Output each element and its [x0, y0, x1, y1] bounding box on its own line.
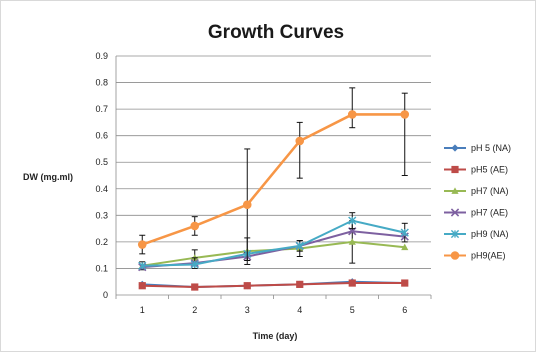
y-tick-label: 0 [103, 290, 108, 300]
point-diamond [451, 144, 459, 152]
y-tick-label: 0.7 [95, 104, 108, 114]
x-tick-label: 1 [140, 305, 145, 315]
y-tick-label: 0.1 [95, 263, 108, 273]
legend-item: pH 5 (NA) [444, 143, 511, 153]
legend-label: pH7 (AE) [471, 208, 508, 218]
legend-label: pH9(AE) [471, 251, 506, 261]
point-star [400, 228, 409, 237]
axis-layer: 0 0.1 0.2 0.3 0.4 0.5 0.6 0.7 0.8 0.9 1 2 3 4 5 6 [95, 51, 432, 315]
legend-item: pH7 (NA) [444, 186, 509, 196]
series-1 [138, 279, 409, 291]
point-x-stroke [450, 208, 460, 217]
series-line [141, 113, 405, 246]
point-x [450, 208, 460, 217]
point-square [348, 279, 356, 287]
legend-item: pH9(AE) [444, 251, 506, 261]
point-square [296, 280, 304, 288]
point-triangle [401, 243, 409, 251]
x-tick-label: 3 [245, 305, 250, 315]
series-2 [138, 220, 409, 271]
point-square [451, 165, 459, 174]
chart-title: Growth Curves [208, 22, 344, 43]
point-square [401, 279, 409, 287]
point-square [243, 282, 251, 290]
point-square [191, 283, 199, 291]
point-circle [295, 136, 305, 146]
point-circle [242, 200, 252, 210]
x-tick-label: 5 [350, 305, 355, 315]
legend-label: pH5 (AE) [471, 165, 508, 175]
series-line [142, 219, 405, 267]
y-tick-label: 0.4 [95, 184, 108, 194]
point-circle [190, 221, 200, 231]
x-tick-label: 6 [402, 305, 407, 315]
y-axis-label: DW (mg.ml) [23, 172, 73, 182]
series-5 [137, 87, 410, 261]
x-tick-label: 4 [297, 305, 302, 315]
point-circle [347, 110, 357, 119]
series-line [142, 240, 405, 267]
y-tick-label: 0.9 [95, 51, 108, 61]
y-tick-label: 0.2 [95, 237, 108, 247]
point-circle [450, 251, 460, 260]
legend-label: pH 5 (NA) [471, 143, 511, 153]
point-star [450, 229, 460, 239]
y-tick-label: 0.6 [95, 131, 108, 141]
grid-layer [116, 55, 431, 269]
series-layer [137, 87, 410, 291]
y-tick-label: 0.8 [95, 78, 108, 88]
legend-label: pH9 (NA) [471, 229, 509, 239]
y-tick-label: 0.3 [95, 210, 108, 220]
legend-label: pH7 (NA) [471, 186, 509, 196]
point-triangle [451, 187, 459, 194]
point-circle [400, 110, 410, 119]
legend-item: pH5 (AE) [444, 165, 508, 175]
series-line [142, 282, 405, 289]
legend-item: pH9 (NA) [444, 229, 509, 239]
point-star [138, 261, 147, 270]
point-star [190, 260, 199, 269]
point-star [348, 216, 357, 225]
y-tick-label: 0.5 [95, 157, 108, 167]
point-star [295, 241, 304, 250]
point-circle [137, 240, 147, 249]
legend: pH 5 (NA) pH5 (AE) pH7 (NA) pH7 (AE) pH9 (NA… [444, 143, 511, 261]
x-axis-label: Time (day) [253, 331, 298, 341]
x-tick-label: 2 [192, 305, 197, 315]
legend-item: pH7 (AE) [444, 208, 508, 218]
point-square [138, 282, 146, 290]
point-triangle [348, 238, 356, 245]
